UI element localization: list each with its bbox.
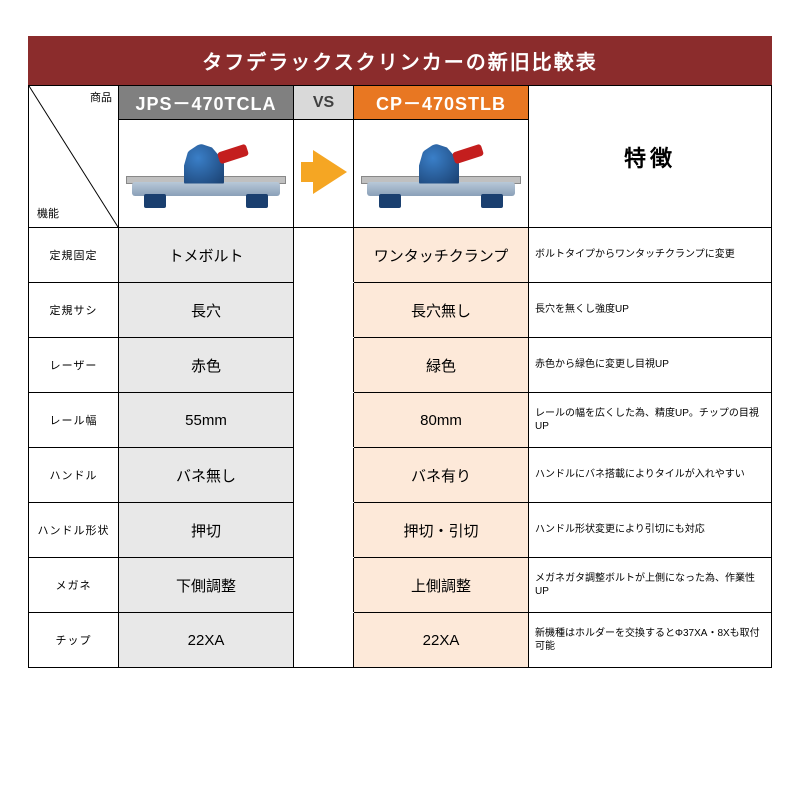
feature-header: 特徴 <box>529 86 772 228</box>
new-value: 長穴無し <box>354 283 529 338</box>
old-value: 22XA <box>119 613 294 668</box>
table-row: レーザー赤色 緑色赤色から緑色に変更し目視UP <box>29 338 772 393</box>
old-value: 赤色 <box>119 338 294 393</box>
old-value: 押切 <box>119 503 294 558</box>
vs-spacer <box>294 613 354 668</box>
old-value: バネ無し <box>119 448 294 503</box>
table-row: 定規固定トメボルト ワンタッチクランプボルトタイプからワンタッチクランプに変更 <box>29 228 772 283</box>
new-product-image <box>354 120 529 228</box>
tile-cutter-icon <box>126 134 286 214</box>
row-label: 定規サシ <box>29 283 119 338</box>
table-row: 定規サシ長穴 長穴無し長穴を無くし強度UP <box>29 283 772 338</box>
row-label: 定規固定 <box>29 228 119 283</box>
tile-cutter-icon <box>361 134 521 214</box>
feature-text: 新機種はホルダーを交換するとΦ37XA・8Xも取付可能 <box>529 613 772 668</box>
arrow-icon <box>313 150 347 194</box>
table-row: チップ22XA22XA新機種はホルダーを交換するとΦ37XA・8Xも取付可能 <box>29 613 772 668</box>
old-value: 下側調整 <box>119 558 294 613</box>
comparison-table: 商品 機能 JPS－470TCLA VS CP－470STLB 特徴 <box>28 85 772 668</box>
feature-text: 長穴を無くし強度UP <box>529 283 772 338</box>
table-row: ハンドルバネ無し バネ有りハンドルにバネ搭載によりタイルが入れやすい <box>29 448 772 503</box>
arrow-cell <box>294 120 354 228</box>
vs-spacer <box>294 283 354 338</box>
old-value: トメボルト <box>119 228 294 283</box>
row-label: ハンドル形状 <box>29 503 119 558</box>
vs-spacer <box>294 503 354 558</box>
feature-header-label: 特徴 <box>529 141 771 173</box>
feature-text: ハンドルにバネ搭載によりタイルが入れやすい <box>529 448 772 503</box>
row-label: レーザー <box>29 338 119 393</box>
vs-spacer <box>294 558 354 613</box>
row-label: メガネ <box>29 558 119 613</box>
table-row: メガネ下側調整 上側調整メガネガタ調整ボルトが上側になった為、作業性UP <box>29 558 772 613</box>
old-product-header: JPS－470TCLA <box>119 86 294 120</box>
feature-text: ボルトタイプからワンタッチクランプに変更 <box>529 228 772 283</box>
vs-header: VS <box>294 86 354 120</box>
new-value: 22XA <box>354 613 529 668</box>
new-value: 緑色 <box>354 338 529 393</box>
corner-bottom-label: 機能 <box>37 205 59 221</box>
old-value: 長穴 <box>119 283 294 338</box>
vs-spacer <box>294 338 354 393</box>
row-label: レール幅 <box>29 393 119 448</box>
new-value: 80mm <box>354 393 529 448</box>
comparison-title: タフデラックスクリンカーの新旧比較表 <box>28 36 772 85</box>
new-product-header: CP－470STLB <box>354 86 529 120</box>
corner-top-label: 商品 <box>90 89 112 105</box>
feature-text: 赤色から緑色に変更し目視UP <box>529 338 772 393</box>
row-label: チップ <box>29 613 119 668</box>
table-row: ハンドル形状押切 押切・引切ハンドル形状変更により引切にも対応 <box>29 503 772 558</box>
feature-text: ハンドル形状変更により引切にも対応 <box>529 503 772 558</box>
new-value: バネ有り <box>354 448 529 503</box>
old-product-image <box>119 120 294 228</box>
corner-cell: 商品 機能 <box>29 86 119 228</box>
vs-spacer <box>294 448 354 503</box>
old-value: 55mm <box>119 393 294 448</box>
new-value: 上側調整 <box>354 558 529 613</box>
row-label: ハンドル <box>29 448 119 503</box>
vs-spacer <box>294 393 354 448</box>
table-row: レール幅55mm 80mmレールの幅を広くした為、精度UP。チップの目視UP <box>29 393 772 448</box>
feature-text: レールの幅を広くした為、精度UP。チップの目視UP <box>529 393 772 448</box>
feature-text: メガネガタ調整ボルトが上側になった為、作業性UP <box>529 558 772 613</box>
new-value: 押切・引切 <box>354 503 529 558</box>
new-value: ワンタッチクランプ <box>354 228 529 283</box>
vs-spacer <box>294 228 354 283</box>
